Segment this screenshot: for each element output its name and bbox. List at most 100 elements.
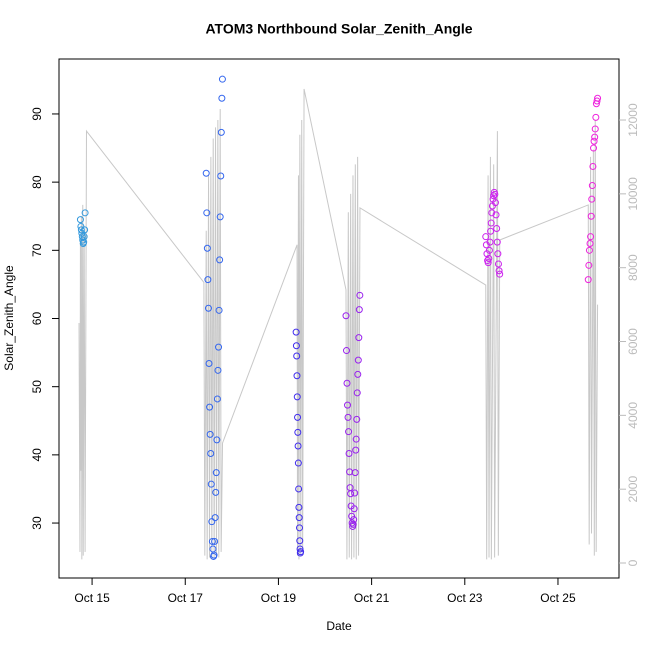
x-tick-label: Oct 23	[447, 591, 483, 605]
data-point	[593, 97, 601, 105]
data-point	[587, 233, 595, 241]
data-point	[342, 312, 350, 320]
data-point	[295, 485, 303, 493]
data-point	[344, 401, 352, 409]
data-point	[354, 370, 362, 378]
data-point	[208, 537, 216, 545]
data-point	[208, 518, 216, 526]
y2-tick-label: 12000	[626, 103, 640, 137]
data-point	[297, 548, 305, 556]
data-point	[215, 306, 223, 314]
y-tick-label: 70	[30, 243, 44, 257]
data-point	[204, 276, 212, 284]
y2-tick-label: 6000	[626, 328, 640, 355]
data-point	[591, 125, 599, 133]
data-point	[345, 428, 353, 436]
y-tick-label: 50	[30, 380, 44, 394]
data-point	[211, 537, 219, 545]
data-point	[587, 212, 595, 220]
data-point	[594, 94, 602, 102]
data-point	[209, 545, 217, 553]
data-point	[491, 190, 499, 198]
data-point	[216, 256, 224, 264]
y2-tick-label: 8000	[626, 254, 640, 281]
data-point	[212, 488, 220, 496]
chart-title: ATOM3 Northbound Solar_Zenith_Angle	[205, 21, 472, 37]
data-point	[347, 490, 355, 498]
data-point	[485, 255, 493, 262]
data-point	[494, 250, 502, 258]
data-point	[486, 238, 494, 246]
data-point	[491, 199, 499, 207]
data-point	[592, 113, 600, 121]
data-point	[212, 469, 220, 477]
data-point	[488, 209, 496, 217]
data-point	[294, 459, 302, 467]
data-point	[294, 442, 302, 450]
data-point	[205, 360, 213, 367]
data-point	[490, 192, 498, 200]
x-axis-label: Date	[326, 619, 352, 633]
y-tick-label: 90	[30, 107, 44, 121]
data-point	[352, 435, 360, 443]
data-point	[213, 395, 221, 403]
x-tick-label: Oct 17	[168, 591, 204, 605]
data-point	[355, 306, 363, 314]
y2-tick-label: 4000	[626, 402, 640, 429]
data-point	[353, 389, 361, 397]
data-point	[484, 259, 492, 267]
data-point	[487, 227, 495, 235]
data-point	[588, 195, 596, 203]
data-point	[80, 233, 88, 241]
data-point	[351, 489, 359, 497]
data-point	[206, 403, 214, 411]
data-point	[591, 133, 599, 141]
data-point	[352, 446, 360, 454]
data-point	[355, 334, 363, 342]
x-tick-label: Oct 19	[261, 591, 297, 605]
y-tick-label: 30	[30, 516, 44, 530]
x-tick-label: Oct 25	[540, 591, 576, 605]
data-point	[482, 233, 490, 241]
data-point	[354, 356, 362, 364]
data-point	[295, 503, 303, 511]
data-point	[585, 261, 593, 269]
y-tick-label: 80	[30, 175, 44, 189]
y-axis-label: Solar_Zenith_Angle	[2, 265, 16, 371]
data-point	[350, 505, 358, 513]
data-point	[496, 270, 504, 278]
data-point	[217, 172, 225, 180]
data-point	[494, 260, 502, 268]
data-point	[293, 372, 301, 380]
data-point	[345, 450, 353, 457]
data-point	[343, 379, 351, 387]
data-point	[76, 216, 84, 224]
data-point	[349, 520, 357, 528]
data-point	[487, 219, 495, 227]
y-tick-label: 60	[30, 312, 44, 326]
data-point	[590, 144, 598, 152]
data-point	[293, 393, 301, 401]
data-point	[203, 244, 211, 252]
data-point	[344, 413, 352, 421]
y2-tick-label: 2000	[626, 476, 640, 503]
data-point	[77, 226, 85, 234]
data-point	[493, 238, 501, 246]
data-point	[295, 514, 303, 522]
data-point	[210, 551, 218, 559]
data-point	[81, 226, 89, 234]
data-point	[292, 342, 300, 350]
data-point	[348, 512, 356, 520]
data-point	[585, 246, 593, 254]
data-point	[588, 182, 596, 190]
data-point	[213, 436, 221, 444]
data-point	[586, 240, 594, 247]
data-point	[296, 545, 304, 553]
data-point	[203, 209, 211, 217]
y2-tick-label: 0	[626, 559, 640, 566]
data-point	[218, 75, 226, 83]
y2-tick-label: 10000	[626, 177, 640, 211]
data-point	[204, 304, 212, 312]
data-point	[207, 450, 215, 457]
